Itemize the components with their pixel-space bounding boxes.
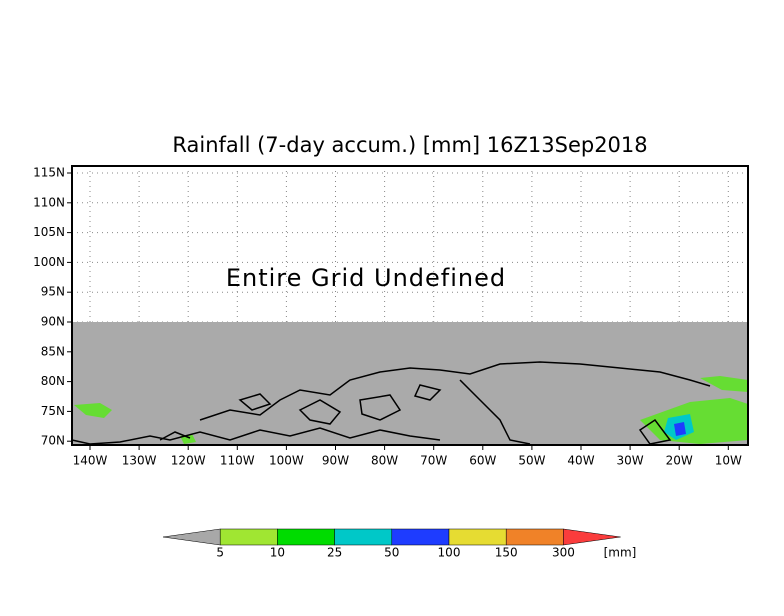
colorbar-label: 300 [552,546,575,560]
lon-tick-label: 80W [371,454,398,468]
lon-tick-label: 60W [469,454,496,468]
lat-tick-label: 95N [41,285,65,299]
colorbar-label: 25 [327,546,342,560]
lon-tick-label: 90W [322,454,349,468]
undefined-region [72,322,748,445]
lon-tick-label: 20W [666,454,693,468]
lat-tick-label: 90N [41,315,65,329]
lon-tick-label: 100W [269,454,304,468]
colorbar: 5 10 25 50 100 150 300 [mm] [162,528,637,560]
colorbar-arrow [563,528,621,546]
colorbar-box [277,528,335,546]
lon-tick-label: 30W [617,454,644,468]
colorbar-box [219,528,278,546]
lat-tick-label: 75N [41,404,65,418]
lon-tick-label: 40W [567,454,594,468]
colorbar-label: 50 [384,546,399,560]
lon-tick-label: 10W [715,454,742,468]
colorbar-label: 5 [216,546,224,560]
lon-tick-label: 120W [171,454,206,468]
colorbar-box [448,528,507,546]
colorbar-box [334,528,393,546]
lat-tick-label: 100N [33,255,65,269]
colorbar-label: 150 [495,546,518,560]
rain-patches-50 [674,422,686,436]
lat-tick-label: 105N [33,225,65,239]
lat-tick-label: 70N [41,434,65,448]
colorbar-label: 10 [270,546,285,560]
lat-tick-label: 110N [33,195,65,209]
lon-tick-label: 50W [518,454,545,468]
undefined-annotation: Entire Grid Undefined [226,264,506,292]
lon-tick-label: 70W [420,454,447,468]
lon-tick-label: 140W [73,454,108,468]
colorbar-unit: [mm] [604,546,637,560]
map-title: Rainfall (7-day accum.) [mm] 16Z13Sep201… [172,133,647,157]
colorbar-label: 100 [438,546,461,560]
coastlines [71,361,711,445]
lon-tick-label: 130W [122,454,157,468]
lat-tick-label: 80N [41,374,65,388]
lon-tick-label: 110W [220,454,255,468]
plot-frame [71,165,749,446]
lat-tick-label: 115N [33,166,65,180]
colorbar-box [505,528,564,546]
colorbar-box [391,528,450,546]
lat-tick-label: 85N [41,344,65,358]
